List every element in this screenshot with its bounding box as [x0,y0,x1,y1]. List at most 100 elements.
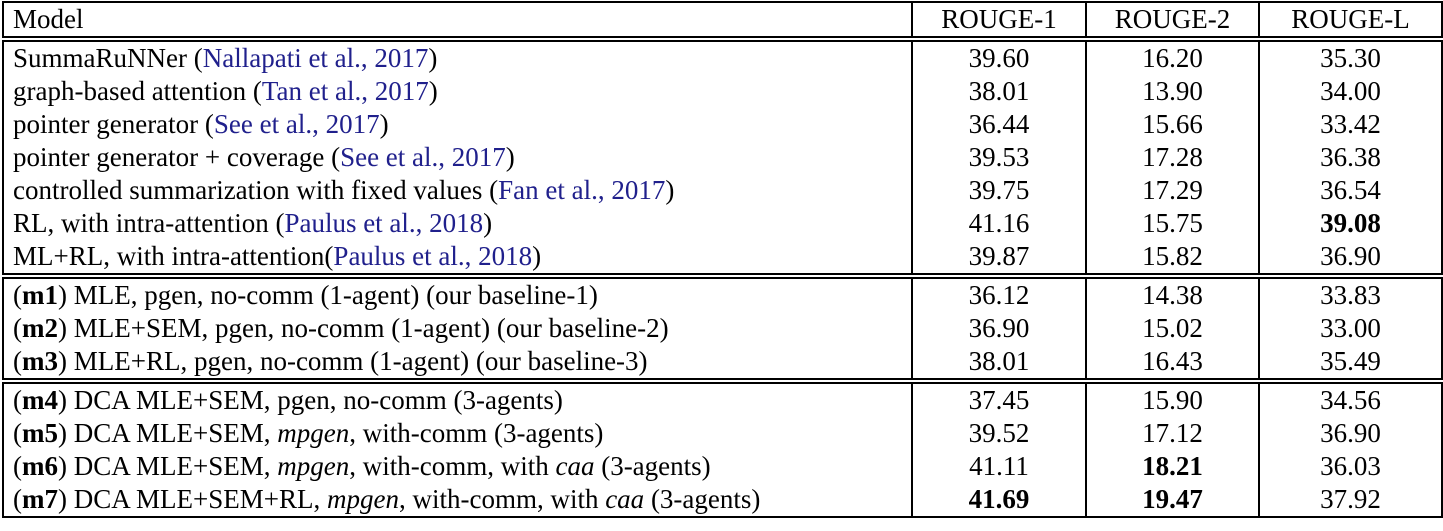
model-name-text: caa [605,484,645,514]
score-cell: 39.53 [911,141,1086,174]
score-cell: 17.29 [1085,174,1259,207]
table-row-prior-work: ML+RL, with intra-attention(Paulus et al… [3,240,1442,276]
model-name-text: ) DCA MLE+SEM+RL, [58,484,327,514]
score-cell: 33.42 [1258,108,1442,141]
model-cell: ML+RL, with intra-attention(Paulus et al… [3,240,912,276]
column-header-rouge-1: ROUGE-1 [911,2,1086,42]
citation-link[interactable]: See et al., 2017 [340,142,506,172]
citation-link[interactable]: Paulus et al., 2018 [284,208,484,238]
model-cell: (m6) DCA MLE+SEM, mpgen, with-comm, with… [3,450,912,483]
model-cell: RL, with intra-attention (Paulus et al.,… [3,207,912,240]
model-name-text: (3-agents) [594,451,711,481]
citation-link[interactable]: See et al., 2017 [213,109,380,139]
citation-link[interactable]: Tan et al., 2017 [261,76,429,106]
model-name-text: m4 [22,385,58,415]
score-cell: 38.01 [911,75,1086,108]
model-name-text: , with-comm, with [398,484,606,514]
model-name-text: m1 [22,280,58,310]
model-name-text: graph-based attention ( [13,76,262,106]
model-name-text: mpgen [326,484,399,514]
score-cell: 37.45 [911,378,1086,417]
header-row: Model ROUGE-1 ROUGE-2 ROUGE-L [3,2,1442,42]
table-row-single-agent-baselines: (m3) MLE+RL, pgen, no-comm (1-agent) (ou… [3,345,1442,381]
citation-link[interactable]: Nallapati et al., 2017 [202,43,429,73]
score-cell: 34.00 [1258,75,1442,108]
score-cell: 18.21 [1085,450,1259,483]
citation-link[interactable]: Fan et al., 2017 [498,175,666,205]
model-cell: controlled summarization with fixed valu… [3,174,912,207]
score-cell: 14.38 [1085,273,1259,312]
results-table: Model ROUGE-1 ROUGE-2 ROUGE-L SummaRuNNe… [2,1,1443,518]
model-name-text: ) [665,175,675,205]
score-cell: 35.30 [1258,39,1442,75]
model-name-text: ( [13,346,22,376]
model-name-text: ) DCA MLE+SEM, [58,418,278,448]
model-name-text: controlled summarization with fixed valu… [13,175,499,205]
model-name-text: ) [379,109,389,139]
score-cell: 13.90 [1085,75,1259,108]
model-name-text: m3 [22,346,58,376]
table-row-prior-work: graph-based attention (Tan et al., 2017)… [3,75,1442,108]
column-header-rouge-2: ROUGE-2 [1085,2,1259,42]
score-cell: 33.83 [1258,273,1442,312]
model-name-text: , with-comm (3-agents) [349,418,604,448]
model-cell: SummaRuNNer (Nallapati et al., 2017) [3,39,912,75]
model-name-text: ( [13,313,22,343]
score-cell: 41.16 [911,207,1086,240]
score-cell: 35.49 [1258,345,1442,381]
score-cell: 17.28 [1085,141,1259,174]
citation-link[interactable]: Paulus et al., 2018 [333,241,533,271]
model-name-text: ( [13,280,22,310]
model-name-text: ) [532,241,542,271]
table-row-single-agent-baselines: (m2) MLE+SEM, pgen, no-comm (1-agent) (o… [3,312,1442,345]
column-header-rouge-l: ROUGE-L [1258,2,1442,42]
score-cell: 16.20 [1085,39,1259,75]
score-cell: 41.11 [911,450,1086,483]
table-row-multi-agent-models: (m4) DCA MLE+SEM, pgen, no-comm (3-agent… [3,378,1442,417]
model-name-text: ) [428,43,438,73]
model-name-text: ) MLE, pgen, no-comm (1-agent) (our base… [58,280,598,310]
model-name-text: m2 [22,313,58,343]
table-row-multi-agent-models: (m5) DCA MLE+SEM, mpgen, with-comm (3-ag… [3,417,1442,450]
model-name-text: ) DCA MLE+SEM, [58,451,278,481]
model-cell: (m5) DCA MLE+SEM, mpgen, with-comm (3-ag… [3,417,912,450]
score-cell: 34.56 [1258,378,1442,417]
model-name-text: (3-agents) [644,484,761,514]
model-name-text: ML+RL, with intra-attention( [13,241,334,271]
model-cell: graph-based attention (Tan et al., 2017) [3,75,912,108]
model-cell: (m2) MLE+SEM, pgen, no-comm (1-agent) (o… [3,312,912,345]
table-row-multi-agent-models: (m7) DCA MLE+SEM+RL, mpgen, with-comm, w… [3,483,1442,517]
score-cell: 15.75 [1085,207,1259,240]
score-cell: 36.44 [911,108,1086,141]
model-name-text: m5 [22,418,58,448]
model-cell: pointer generator + coverage (See et al.… [3,141,912,174]
model-name-text: SummaRuNNer ( [13,43,203,73]
score-cell: 36.54 [1258,174,1442,207]
model-name-text: ( [13,451,22,481]
model-name-text: ) [483,208,493,238]
score-cell: 33.00 [1258,312,1442,345]
model-name-text: pointer generator + coverage ( [13,142,341,172]
model-name-text: mpgen [277,451,350,481]
column-header-model: Model [3,2,912,42]
table-row-prior-work: pointer generator + coverage (See et al.… [3,141,1442,174]
results-table-body: SummaRuNNer (Nallapati et al., 2017) 39.6… [3,39,1442,517]
model-cell: (m7) DCA MLE+SEM+RL, mpgen, with-comm, w… [3,483,912,517]
score-cell: 39.87 [911,240,1086,276]
model-name-text: pointer generator ( [13,109,214,139]
score-cell: 36.38 [1258,141,1442,174]
table-row-prior-work: pointer generator (See et al., 2017) 36.4… [3,108,1442,141]
model-name-text: RL, with intra-attention ( [13,208,285,238]
score-cell: 36.90 [1258,240,1442,276]
score-cell: 39.08 [1258,207,1442,240]
model-name-text: ) [505,142,515,172]
score-cell: 16.43 [1085,345,1259,381]
model-name-text: ) DCA MLE+SEM, pgen, no-comm (3-agents) [58,385,563,415]
score-cell: 36.12 [911,273,1086,312]
model-cell: (m3) MLE+RL, pgen, no-comm (1-agent) (ou… [3,345,912,381]
model-name-text: ( [13,484,22,514]
score-cell: 15.66 [1085,108,1259,141]
model-name-text: ( [13,385,22,415]
score-cell: 36.90 [1258,417,1442,450]
model-name-text: ) MLE+SEM, pgen, no-comm (1-agent) (our … [58,313,669,343]
